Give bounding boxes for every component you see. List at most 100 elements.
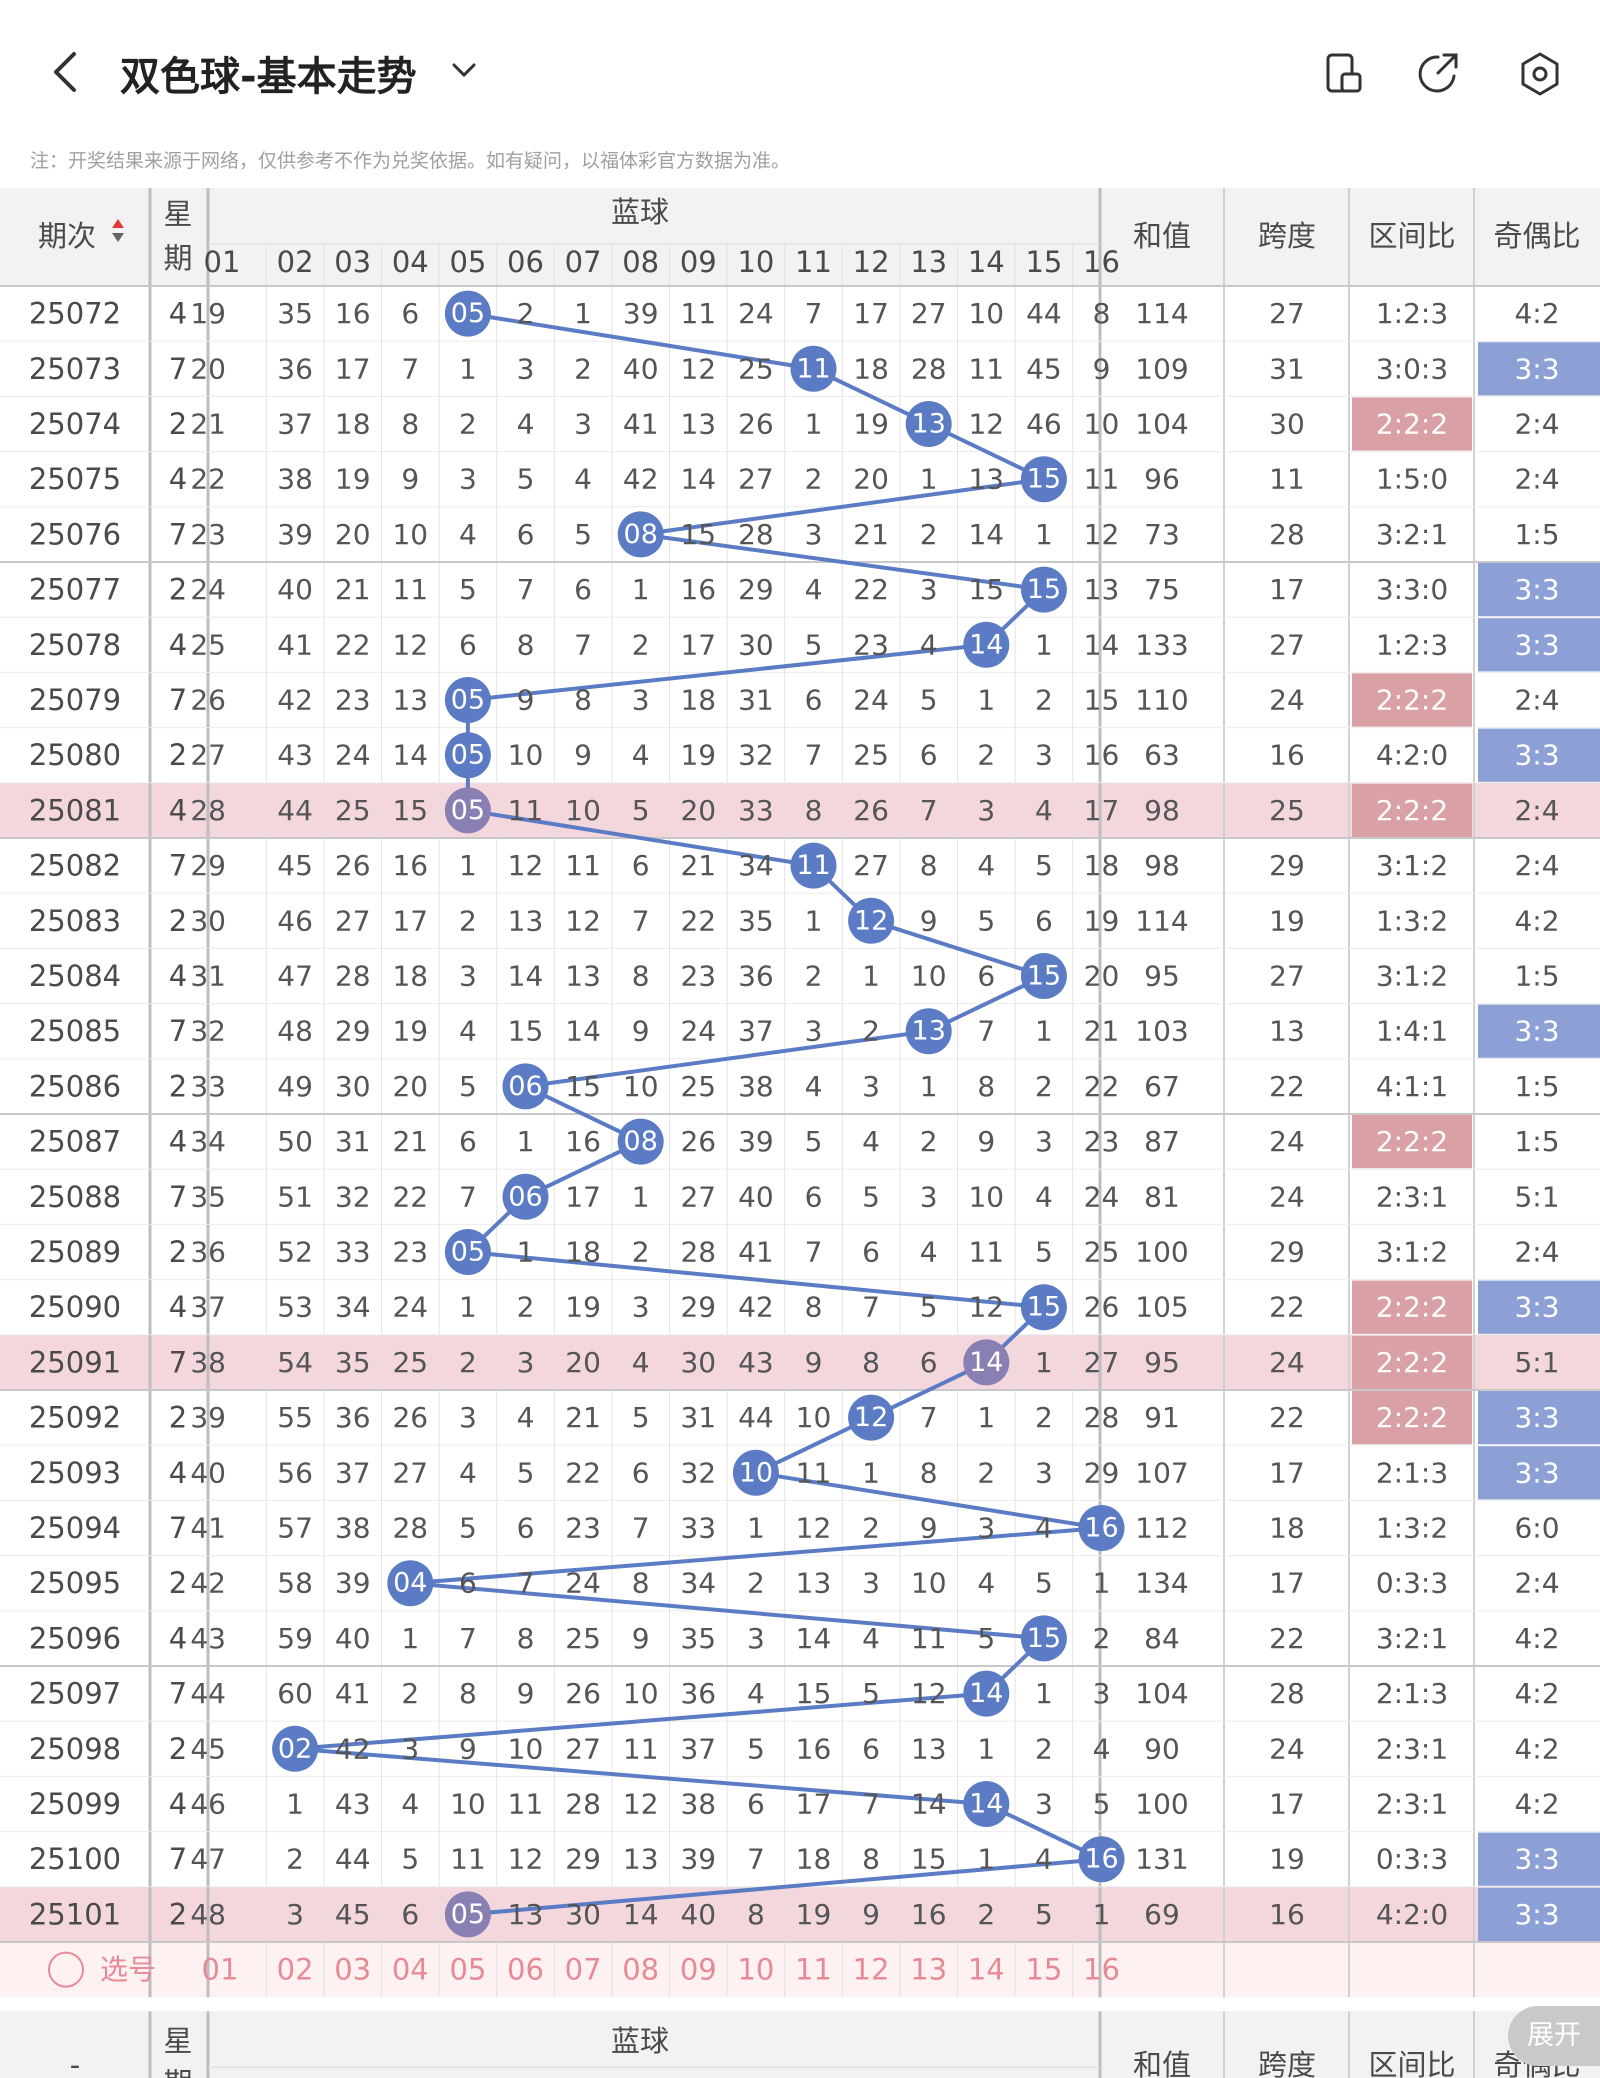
blue-ball-hit	[848, 897, 895, 944]
omission-cell: 3	[632, 684, 650, 717]
footer-blue-number: 04	[392, 2074, 429, 2078]
sort-up-icon[interactable]	[112, 219, 124, 228]
omission-cell: 4	[1035, 1512, 1053, 1545]
omission-cell: 7	[517, 573, 535, 606]
omission-cell: 28	[565, 1788, 601, 1821]
omission-cell: 1	[1035, 518, 1053, 551]
footer-blue-ball: 蓝球	[611, 2024, 669, 2058]
select-number[interactable]: 05	[449, 1953, 486, 1987]
parity-cell: 5:1	[1514, 1180, 1559, 1213]
issue-cell: 25101	[29, 1897, 121, 1931]
sort-down-icon[interactable]	[112, 233, 124, 242]
blue-ball-number: 16	[1084, 1513, 1118, 1544]
select-number[interactable]: 07	[565, 1953, 602, 1987]
blue-ball-hit	[1020, 456, 1067, 503]
footer-blue-number: 07	[565, 2074, 602, 2078]
omission-cell: 9	[862, 1898, 880, 1931]
select-number[interactable]: 11	[795, 1953, 832, 1987]
omission-cell: 7	[920, 794, 938, 827]
omission-cell: 3	[1035, 1788, 1053, 1821]
omission-cell: 6	[459, 1125, 477, 1158]
header-week: 星	[163, 197, 192, 231]
select-number[interactable]: 06	[507, 1953, 544, 1987]
omission-cell: 30	[565, 1898, 601, 1931]
omission-cell: 10	[911, 1567, 947, 1600]
parity-cell: 3:3	[1514, 1291, 1559, 1324]
omission-cell: 2	[1093, 1622, 1111, 1655]
omission-cell: 12	[680, 352, 716, 385]
select-number[interactable]: 13	[910, 1953, 947, 1987]
select-number[interactable]: 14	[968, 1953, 1005, 1987]
week-cell: 4	[169, 462, 187, 496]
select-number[interactable]: 02	[277, 1953, 314, 1987]
omission-cell: 31	[335, 1125, 371, 1158]
sum-cell: 69	[1144, 1898, 1180, 1931]
omission-cell: 30	[335, 1070, 371, 1103]
omission-cell: 7	[459, 1622, 477, 1655]
omission-cell: 18	[565, 1236, 601, 1269]
omission-cell: 21	[1084, 1015, 1120, 1048]
blue-ball-hit	[905, 401, 952, 447]
omission-cell: 30	[190, 904, 226, 937]
omission-cell: 5	[977, 904, 995, 937]
omission-cell: 9	[920, 1512, 938, 1545]
zone-highlight-cell	[1352, 1391, 1472, 1445]
omission-cell: 29	[1084, 1456, 1120, 1489]
disclaimer-note: 注：开奖结果来源于网络，仅供参考不作为兑奖依据。如有疑问，以福体彩官方数据为准。	[30, 150, 791, 172]
omission-cell: 4	[401, 1788, 419, 1821]
select-number[interactable]: 09	[680, 1953, 717, 1987]
omission-cell: 3	[459, 1401, 477, 1434]
select-number[interactable]: 01	[202, 1953, 239, 1987]
omission-cell: 46	[1026, 408, 1062, 441]
share-icon[interactable]	[1414, 50, 1462, 98]
omission-cell: 58	[277, 1567, 313, 1600]
blue-ball-hit	[444, 290, 491, 337]
week-cell: 7	[169, 1345, 187, 1379]
omission-cell: 20	[1084, 960, 1120, 993]
omission-cell: 60	[277, 1677, 313, 1710]
page-title[interactable]: 双色球-基本走势	[120, 54, 417, 100]
omission-cell: 1	[459, 849, 477, 882]
back-arrow-icon[interactable]	[44, 50, 88, 94]
omission-cell: 42	[623, 463, 659, 496]
phone-icon[interactable]	[1320, 50, 1368, 98]
blue-ball-hit	[963, 1339, 1010, 1386]
select-number[interactable]: 04	[392, 1953, 429, 1987]
select-number[interactable]: 15	[1025, 1953, 1062, 1987]
select-number[interactable]: 10	[737, 1953, 774, 1987]
select-number[interactable]: 12	[853, 1953, 890, 1987]
select-number[interactable]: 08	[622, 1953, 659, 1987]
omission-cell: 9	[459, 1732, 477, 1765]
blue-ball-number: 14	[969, 1789, 1003, 1820]
omission-cell: 6	[632, 1456, 650, 1489]
omission-cell: 19	[680, 739, 716, 772]
omission-cell: 5	[401, 1843, 419, 1876]
omission-cell: 7	[632, 1512, 650, 1545]
omission-cell: 4	[632, 1346, 650, 1379]
select-number[interactable]: 16	[1083, 1953, 1120, 1987]
span-cell: 16	[1269, 739, 1305, 772]
omission-cell: 22	[1084, 1070, 1120, 1103]
omission-cell: 41	[623, 408, 659, 441]
week-cell: 7	[169, 1677, 187, 1711]
omission-cell: 28	[738, 518, 774, 551]
omission-cell: 15	[392, 794, 428, 827]
sum-cell: 81	[1144, 1180, 1180, 1213]
omission-cell: 41	[335, 1677, 371, 1710]
omission-cell: 15	[680, 518, 716, 551]
select-number[interactable]: 03	[334, 1953, 371, 1987]
chevron-down-icon[interactable]	[450, 60, 478, 80]
omission-cell: 22	[680, 904, 716, 937]
omission-cell: 12	[392, 628, 428, 661]
omission-cell: 8	[862, 1843, 880, 1876]
span-cell: 13	[1269, 1015, 1305, 1048]
expand-button[interactable]: 展开	[1508, 2006, 1600, 2066]
omission-cell: 42	[190, 1567, 226, 1600]
parity-cell: 3:3	[1514, 739, 1559, 772]
omission-cell: 9	[632, 1622, 650, 1655]
footer-blue-number: 02	[277, 2074, 314, 2078]
select-radio[interactable]	[48, 1951, 84, 1988]
zone-cell: 2:2:2	[1376, 1401, 1448, 1434]
issue-cell: 25085	[29, 1014, 121, 1048]
settings-icon[interactable]	[1516, 50, 1564, 98]
